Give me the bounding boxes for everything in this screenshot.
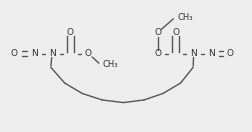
Text: O: O xyxy=(11,49,18,58)
Text: N: N xyxy=(190,49,197,58)
Text: CH₃: CH₃ xyxy=(103,60,118,69)
Text: O: O xyxy=(172,28,179,37)
Text: O: O xyxy=(154,28,161,37)
Text: O: O xyxy=(85,49,92,58)
Text: CH₃: CH₃ xyxy=(177,13,193,22)
Text: O: O xyxy=(227,49,234,58)
Text: N: N xyxy=(31,49,37,58)
Text: O: O xyxy=(154,49,161,58)
Text: N: N xyxy=(49,49,55,58)
Text: O: O xyxy=(67,28,74,37)
Text: N: N xyxy=(208,49,215,58)
